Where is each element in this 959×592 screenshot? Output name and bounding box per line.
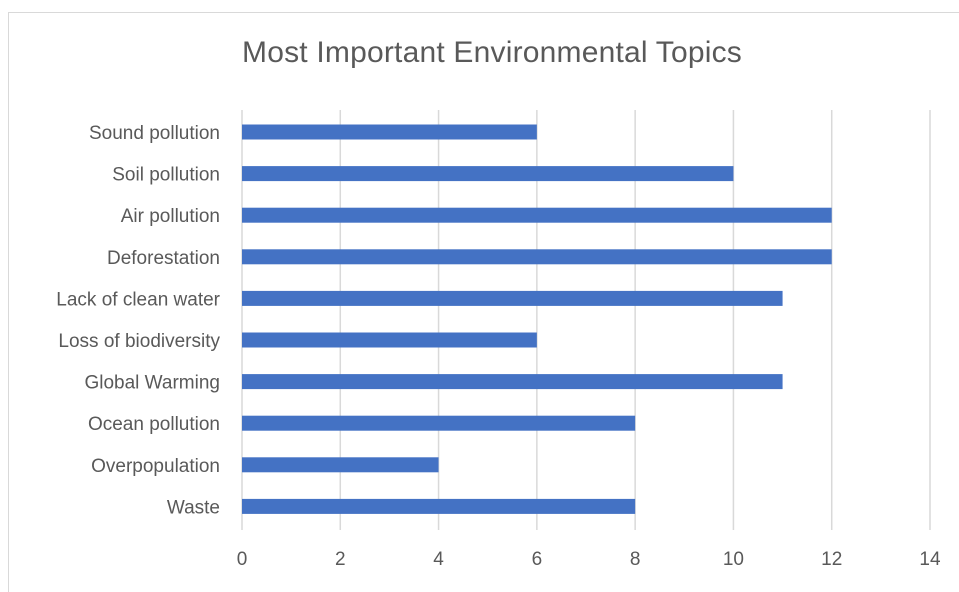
x-tick-label: 12: [821, 549, 842, 570]
category-label: Soil pollution: [112, 165, 220, 186]
x-tick-label: 14: [919, 549, 941, 570]
category-label: Ocean pollution: [88, 414, 220, 435]
bar: [242, 207, 832, 223]
category-labels: Sound pollution Soil pollution Air polluti…: [56, 123, 220, 518]
x-tick-labels: 0 2 4 6 8 10 12 14: [237, 549, 941, 570]
bars: [242, 124, 832, 514]
x-tick-label: 0: [237, 549, 248, 570]
bar: [242, 332, 537, 348]
chart-frame: [8, 12, 959, 592]
bar: [242, 249, 832, 265]
x-tick-label: 6: [532, 549, 543, 570]
bar: [242, 374, 783, 390]
bar: [242, 498, 636, 514]
bar: [242, 415, 636, 431]
bar: [242, 457, 439, 473]
category-label: Lack of clean water: [56, 289, 220, 310]
bar: [242, 124, 537, 140]
category-label: Sound pollution: [89, 123, 220, 144]
bar: [242, 166, 734, 182]
category-label: Global Warming: [84, 373, 220, 394]
bar: [242, 290, 783, 306]
chart-title: Most Important Environmental Topics: [242, 36, 742, 69]
category-label: Loss of biodiversity: [58, 331, 220, 352]
x-tick-label: 2: [335, 549, 346, 570]
category-label: Waste: [167, 497, 220, 518]
category-label: Overpopulation: [91, 456, 220, 477]
category-label: Deforestation: [107, 248, 220, 269]
category-label: Air pollution: [121, 206, 220, 227]
x-tick-label: 4: [433, 549, 444, 570]
x-tick-label: 10: [723, 549, 744, 570]
x-tick-label: 8: [630, 549, 641, 570]
